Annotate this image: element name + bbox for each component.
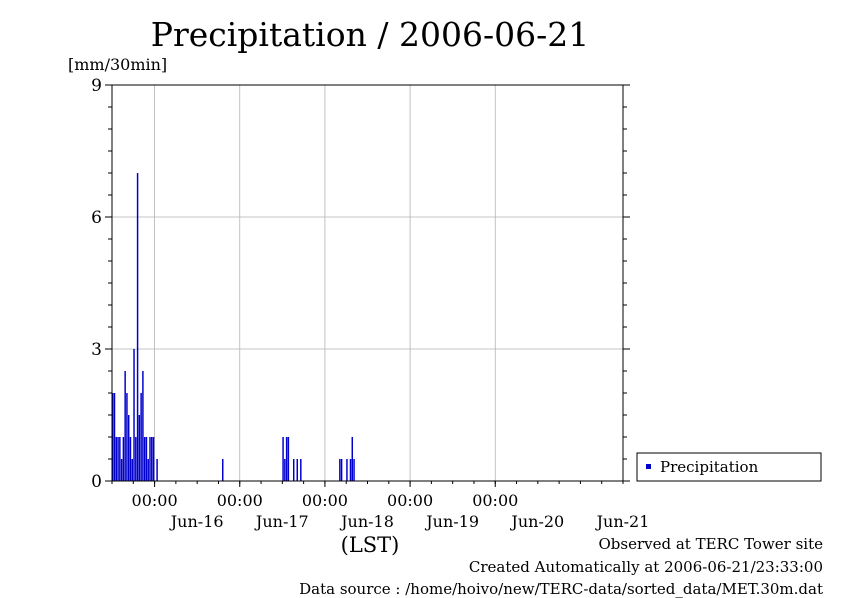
precipitation-bar <box>353 459 355 481</box>
precipitation-bar <box>120 459 123 481</box>
x-tick-date-label: Jun-18 <box>339 512 394 531</box>
x-axis-label: (LST) <box>341 533 400 557</box>
x-tick-date-labels: Jun-16 Jun-17 Jun-18 Jun-19 Jun-20 Jun-21 <box>169 512 650 531</box>
legend-swatch <box>646 464 651 469</box>
y-axis-unit-label: [mm/30min] <box>68 55 167 74</box>
chart-title: Precipitation / 2006-06-21 <box>151 15 589 54</box>
precipitation-bar <box>287 437 290 481</box>
x-tick-time-label: 00:00 <box>472 491 518 510</box>
y-tick-label: 6 <box>91 208 102 228</box>
precipitation-bar <box>126 393 128 481</box>
precipitation-bar <box>112 393 114 481</box>
legend: Precipitation <box>636 452 822 482</box>
precipitation-bar <box>135 437 137 481</box>
legend-label: Precipitation <box>660 458 759 476</box>
precipitation-bar <box>340 459 343 481</box>
x-tick-date-label: Jun-21 <box>595 512 650 531</box>
x-tick-time-label: 00:00 <box>302 491 348 510</box>
y-tick-label: 3 <box>91 340 102 360</box>
precipitation-bar <box>151 437 153 481</box>
precipitation-bar <box>119 437 121 481</box>
precipitation-bar <box>136 173 139 481</box>
precipitation-bars <box>112 173 355 481</box>
x-tick-date-label: Jun-16 <box>169 512 224 531</box>
precipitation-bar <box>124 371 126 481</box>
x-tick-time-label: 00:00 <box>132 491 178 510</box>
precipitation-bar <box>346 459 348 481</box>
y-tick-label: 0 <box>91 472 102 492</box>
precipitation-bar <box>339 459 341 481</box>
precipitation-bar <box>131 459 133 481</box>
precipitation-bar <box>113 393 116 481</box>
precipitation-bar <box>115 437 118 481</box>
precipitation-bar <box>147 459 149 481</box>
precipitation-bar <box>122 437 125 481</box>
precipitation-bar <box>292 459 295 481</box>
precipitation-bar <box>145 437 148 481</box>
precipitation-bar <box>300 459 302 481</box>
precipitation-bar <box>138 415 141 481</box>
precipitation-bar <box>140 393 142 481</box>
precipitation-bar <box>127 415 130 481</box>
plot-frame <box>111 84 624 482</box>
footer-observed: Observed at TERC Tower site <box>598 535 823 553</box>
precipitation-bar <box>149 437 151 481</box>
precipitation-bar <box>143 437 146 481</box>
precipitation-bar <box>282 437 284 481</box>
precipitation-bar <box>156 459 158 481</box>
grid-lines <box>112 85 623 481</box>
precipitation-bar <box>284 459 286 481</box>
precipitation-bar <box>117 437 119 481</box>
x-tick-date-label: Jun-17 <box>254 512 309 531</box>
precipitation-bar <box>152 437 155 481</box>
y-tick-labels: 0 3 6 9 <box>91 76 102 492</box>
precipitation-bar <box>129 437 132 481</box>
precipitation-bar <box>142 371 144 481</box>
precipitation-bar <box>222 459 224 481</box>
x-tick-date-label: Jun-19 <box>424 512 479 531</box>
x-tick-date-label: Jun-20 <box>509 512 564 531</box>
legend-box <box>636 452 822 482</box>
x-tick-time-labels: 00:00 00:00 00:00 00:00 00:00 <box>132 491 519 510</box>
y-tick-label: 9 <box>91 76 102 96</box>
precipitation-bar <box>285 437 288 481</box>
precipitation-bar <box>349 459 352 481</box>
precipitation-bar <box>296 459 299 481</box>
axis-ticks <box>105 84 630 487</box>
x-tick-time-label: 00:00 <box>387 491 433 510</box>
footer-source: Data source : /home/hoivo/new/TERC-data/… <box>299 580 823 598</box>
precipitation-bar <box>133 349 135 481</box>
x-tick-time-label: 00:00 <box>217 491 263 510</box>
precipitation-bar <box>351 437 354 481</box>
footer-created: Created Automatically at 2006-06-21/23:3… <box>468 558 823 576</box>
